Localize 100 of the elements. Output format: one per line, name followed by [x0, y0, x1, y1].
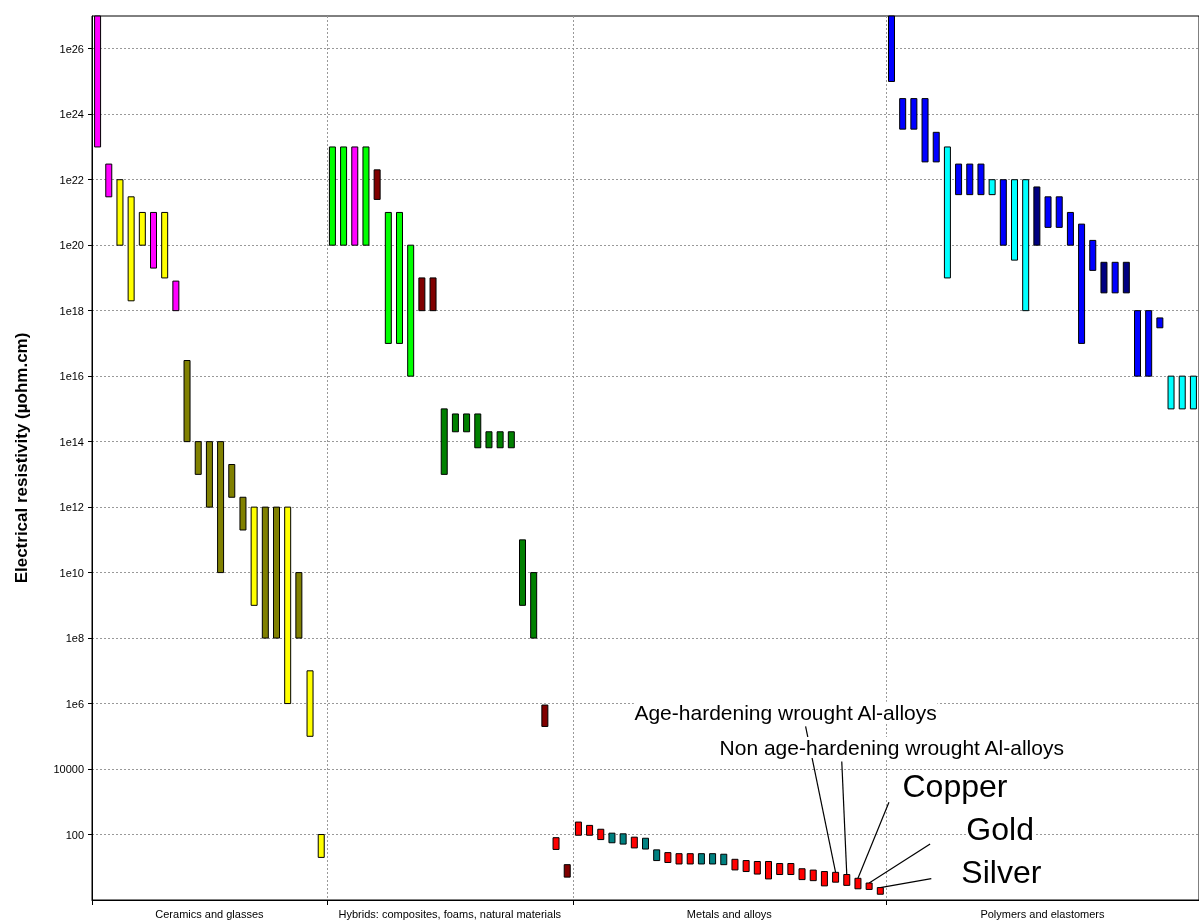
bar — [955, 163, 963, 196]
bar — [273, 506, 280, 639]
text: Hybrids: composites, foams, natural materials — [338, 907, 562, 920]
bar — [1033, 186, 1041, 246]
bar — [921, 98, 929, 163]
bar — [306, 670, 314, 737]
bar — [776, 863, 784, 876]
bar — [1134, 310, 1141, 377]
bar — [485, 431, 493, 449]
bar — [1078, 223, 1086, 344]
text: Metals and alloys — [686, 907, 773, 920]
bar — [317, 834, 325, 858]
annotation: Age-hardening wrought Al-alloys — [634, 700, 937, 724]
y-tick-label: 10000 — [53, 763, 84, 776]
bar — [284, 506, 292, 705]
bar — [194, 441, 202, 475]
bar — [709, 853, 717, 865]
bar — [1178, 375, 1186, 410]
bar — [697, 853, 705, 865]
bar — [463, 413, 471, 433]
y-tick-label: 1e18 — [59, 304, 84, 317]
bar — [541, 704, 549, 727]
bar — [474, 413, 482, 449]
bar — [574, 821, 582, 836]
bar — [1089, 239, 1097, 271]
bar — [686, 853, 694, 865]
bar — [765, 860, 772, 880]
bar — [429, 277, 437, 312]
bar — [642, 837, 649, 850]
bar — [988, 179, 996, 196]
bar — [675, 853, 683, 865]
bar — [910, 98, 918, 130]
bar — [407, 244, 415, 377]
bar — [418, 277, 426, 312]
y-tick-label: 1e26 — [59, 42, 84, 55]
y-tick-label: 1e16 — [59, 370, 84, 383]
bar — [1156, 317, 1164, 329]
bar — [731, 858, 739, 871]
y-tick-label: 100 — [65, 828, 84, 841]
bar — [597, 828, 605, 841]
y-tick-label: 1e8 — [65, 632, 84, 645]
y-axis-title: Electrical resistivity (µohm.cm) — [12, 332, 31, 584]
bar — [1011, 179, 1018, 261]
bar — [105, 163, 113, 198]
bar — [250, 506, 258, 606]
bar — [451, 413, 459, 433]
bar — [228, 464, 236, 498]
bar — [753, 860, 761, 875]
bar — [127, 196, 135, 302]
bar — [943, 146, 951, 279]
bar — [619, 833, 627, 845]
bar — [116, 179, 124, 246]
bar — [519, 539, 526, 606]
bar — [809, 869, 817, 882]
bar — [150, 211, 157, 269]
y-tick-label: 1e6 — [65, 697, 84, 710]
bar — [899, 98, 907, 130]
bar — [295, 572, 303, 639]
y-tick-label: 1e20 — [59, 239, 84, 252]
bar — [138, 211, 146, 246]
bar — [362, 146, 370, 246]
bar — [183, 360, 191, 443]
annotation: Non age-hardening wrought Al-alloys — [719, 736, 1064, 760]
annotation: Silver — [961, 853, 1042, 890]
bar — [977, 163, 985, 196]
text: Ceramics and glasses — [155, 907, 265, 920]
bar — [239, 496, 247, 531]
y-tick-label: 1e24 — [59, 108, 84, 121]
bar — [653, 849, 661, 862]
bar — [932, 131, 940, 163]
bar — [664, 852, 672, 863]
bar — [798, 868, 806, 881]
bar — [608, 832, 616, 844]
bar — [340, 146, 348, 246]
bar — [999, 179, 1007, 246]
bar — [1167, 375, 1175, 410]
bar — [1122, 261, 1130, 294]
bar — [261, 506, 269, 639]
bar — [440, 408, 448, 475]
bar — [586, 824, 594, 836]
annotation: Gold — [966, 811, 1034, 848]
bar — [742, 860, 750, 873]
y-tick-label: 1e10 — [59, 566, 84, 579]
y-tick-label: 1e22 — [59, 173, 84, 186]
bar — [373, 169, 381, 200]
bar — [1044, 196, 1052, 228]
bar — [1145, 310, 1153, 377]
bar — [351, 146, 359, 246]
bar — [966, 163, 974, 196]
annotation: Copper — [902, 768, 1008, 805]
bar — [720, 853, 728, 866]
bar — [1022, 179, 1030, 312]
y-tick-label: 1e12 — [59, 501, 84, 514]
bar — [328, 146, 336, 246]
bar — [384, 211, 392, 344]
bar — [217, 441, 225, 574]
text: Polymers and elastomers — [980, 907, 1105, 920]
bar — [630, 836, 638, 849]
bar — [161, 211, 169, 279]
bar — [507, 431, 515, 449]
